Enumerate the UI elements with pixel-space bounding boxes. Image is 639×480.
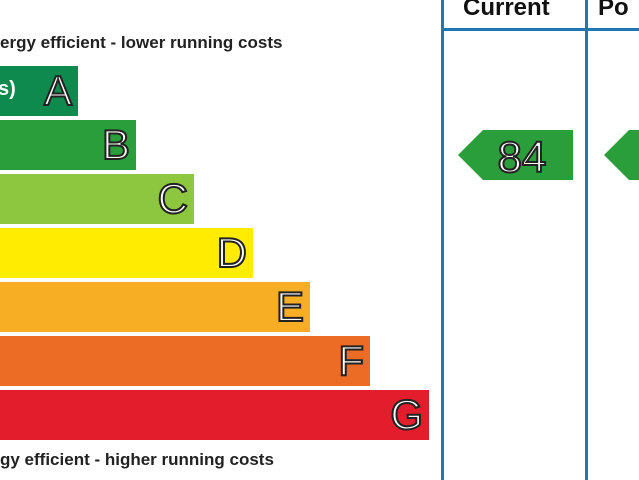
band-letter: B [101, 121, 131, 169]
band-e: E [0, 282, 310, 332]
header-divider [443, 28, 639, 31]
band-b: B [0, 120, 136, 170]
header-current: Current [463, 0, 550, 21]
bottom-note: gy efficient - higher running costs [0, 450, 274, 469]
band-c: C [0, 174, 194, 224]
band-letter: A [43, 67, 73, 115]
band-a: s) A [0, 66, 78, 116]
current-rating-value: 84 [498, 133, 547, 182]
band-letter: G [389, 391, 424, 439]
band-d: D [0, 228, 253, 278]
potential-rating-arrow [604, 130, 639, 180]
column-divider [441, 0, 444, 480]
band-range: s) [0, 78, 16, 100]
band-letter: E [275, 283, 305, 331]
band-f: F [0, 336, 370, 386]
band-letter: F [337, 337, 365, 385]
header-potential: Po [598, 0, 629, 21]
column-divider [585, 0, 588, 480]
band-letter: C [157, 175, 189, 223]
top-note: ergy efficient - lower running costs [0, 33, 283, 52]
band-g: G [0, 390, 429, 440]
current-rating-arrow [458, 130, 573, 180]
band-letter: D [216, 229, 248, 277]
